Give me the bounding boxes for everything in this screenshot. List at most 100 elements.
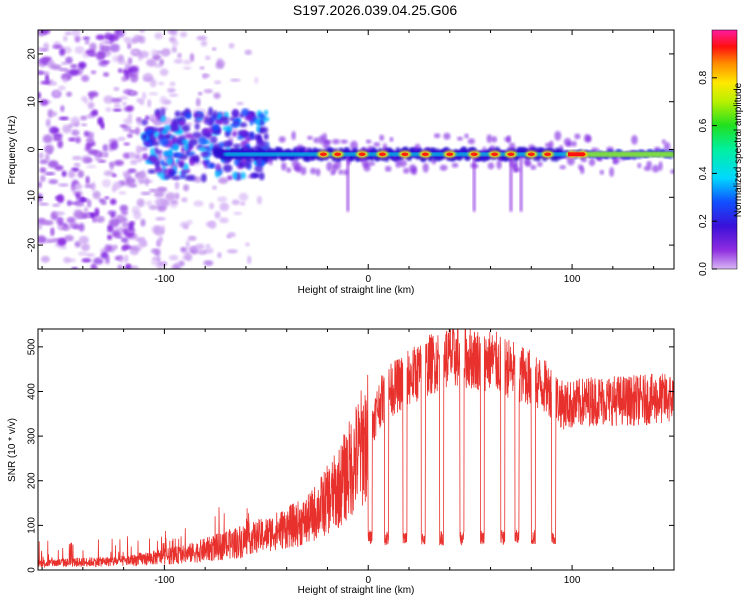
- spectrogram-transition-blob: [226, 140, 233, 147]
- spectrogram-sideband: [496, 159, 502, 170]
- spectrogram-noise-blob: [144, 177, 149, 187]
- spectrogram-noise-blob: [135, 117, 142, 122]
- spectrogram-noise-blob: [219, 202, 230, 212]
- spectrogram-noise-blob: [101, 179, 112, 188]
- spectrogram-noise-blob: [128, 129, 137, 134]
- spectrogram-peak: [527, 152, 535, 157]
- spectrogram-noise-blob: [115, 30, 125, 38]
- spectrogram-noise-blob: [74, 240, 81, 248]
- spectrogram-transition-blob: [166, 156, 174, 166]
- spectrogram-noise-blob: [178, 260, 185, 267]
- spectrogram-noise-blob: [136, 98, 142, 103]
- snr-frame: [37, 328, 675, 571]
- spectrogram-sideband: [599, 169, 605, 175]
- spectrogram-ytick-label: -10: [27, 190, 38, 205]
- spectrogram-noise-blob: [122, 170, 132, 177]
- spectrogram-ytick-label: 0: [27, 146, 38, 152]
- spectrogram-noise-blob: [90, 181, 96, 191]
- spectrogram-noise-blob: [68, 123, 74, 128]
- spectrogram-noise-blob: [117, 136, 126, 142]
- spectrogram-noise-blob: [77, 61, 87, 69]
- spectrogram-transition-blob: [251, 173, 261, 178]
- spectrogram-noise-blob: [84, 184, 93, 189]
- spectrogram-noise-blob: [167, 30, 177, 35]
- colorbar-ticks: 0.0 0.2 0.4 0.6 0.8: [698, 70, 717, 276]
- spectrogram-noise-blob: [100, 251, 109, 259]
- spectrogram-noise-blob: [146, 58, 157, 67]
- spectrogram-transition-blob: [240, 171, 246, 180]
- spectrogram-noise-blob: [52, 44, 64, 49]
- spectrogram-noise-blob: [136, 198, 145, 208]
- spectrogram-noise-blob: [110, 141, 119, 150]
- spectrogram-noise-blob: [91, 109, 98, 116]
- spectrogram-noise-blob: [81, 243, 90, 252]
- spectrogram-sideband: [663, 141, 671, 152]
- spectrogram-noise-blob: [44, 144, 55, 154]
- spectrogram-transition-blob: [179, 120, 185, 127]
- spectrogram-sideband: [315, 168, 321, 177]
- spectrogram-transition-blob: [171, 135, 177, 145]
- spectrogram-sideband: [580, 166, 585, 175]
- spectrogram-transition-blob: [183, 141, 189, 151]
- spectrogram-transition-blob: [232, 143, 242, 148]
- spectrogram-sideband: [332, 138, 340, 145]
- spectrogram-transition-blob: [152, 141, 160, 146]
- spectrogram-noise-blob: [151, 225, 160, 234]
- spectrogram-noise-blob: [205, 243, 211, 248]
- spectrogram-noise-blob: [92, 190, 101, 200]
- spectrogram-transition-blob: [211, 110, 219, 119]
- spectrogram-transition-blob: [209, 135, 218, 144]
- spectrogram-noise-blob: [83, 97, 89, 105]
- spectrogram-noise-blob: [117, 264, 124, 269]
- spectrogram-noise-blob: [244, 49, 252, 55]
- spectrogram-sideband: [571, 140, 577, 147]
- spectrogram-noise-blob: [156, 154, 163, 160]
- spectrogram-noise-blob: [58, 85, 66, 91]
- spectrogram-transition-blob: [198, 147, 207, 152]
- spectrogram-noise-blob: [195, 97, 201, 107]
- snr-ytick-label: 500: [27, 338, 38, 355]
- snr-ytick-label: 100: [27, 517, 38, 534]
- spectrogram-noise-blob: [73, 162, 81, 168]
- spectrogram-sideband: [574, 133, 581, 140]
- spectrogram-transition-blob: [255, 118, 262, 125]
- spectrogram-noise-blob: [46, 239, 56, 243]
- spectrogram-noise-blob: [114, 103, 119, 107]
- spectrogram-ytick-label: -20: [27, 237, 38, 252]
- spectrogram-noise-blob: [54, 211, 65, 216]
- spectrogram-noise-blob: [40, 255, 50, 263]
- spectrogram-transition-blob: [169, 148, 174, 157]
- spectrogram-noise-blob: [105, 107, 112, 112]
- spectrogram-noise-blob: [82, 36, 91, 41]
- spectrogram-noise-blob: [135, 156, 143, 163]
- spectrogram-transition-blob: [200, 173, 207, 183]
- spectrogram-noise-blob: [45, 118, 51, 128]
- spectrogram-ytick-label: 10: [27, 96, 38, 108]
- spectrogram-noise-blob: [75, 136, 81, 144]
- spectrogram-noise-blob: [107, 210, 117, 216]
- spectrogram-transition-blob: [145, 115, 150, 121]
- spectrogram-noise-blob: [121, 221, 130, 228]
- spectrogram-noise-blob: [168, 93, 179, 97]
- spectrogram-noise-blob: [81, 123, 88, 127]
- spectrogram-sideband: [487, 162, 495, 170]
- spectrogram-transition-blob: [208, 117, 214, 126]
- spectrogram-noise-blob: [131, 206, 140, 215]
- spectrogram-sideband: [411, 166, 418, 176]
- snr-ylabel: SNR (10 * v/v): [7, 418, 18, 482]
- spectrogram-noise-blob: [85, 142, 92, 151]
- spectrogram-noise-blob: [217, 196, 228, 203]
- spectrogram-sideband: [439, 164, 448, 171]
- spectrogram-noise-blob: [38, 202, 50, 206]
- spectrogram-noise-blob: [113, 159, 124, 166]
- spectrogram-noise-blob: [52, 203, 61, 207]
- spectrogram-tail-band: [588, 151, 674, 157]
- spectrogram-noise-blob: [123, 153, 131, 159]
- spectrogram-noise-blob: [70, 116, 80, 126]
- spectrogram-noise-blob: [61, 225, 71, 231]
- spectrogram-noise-blob: [145, 200, 153, 207]
- spectrogram-noise-blob: [112, 181, 122, 190]
- spectrogram-noise-blob: [122, 101, 127, 107]
- spectrogram-noise-blob: [159, 96, 168, 105]
- spectrogram-transition-blob: [155, 149, 163, 155]
